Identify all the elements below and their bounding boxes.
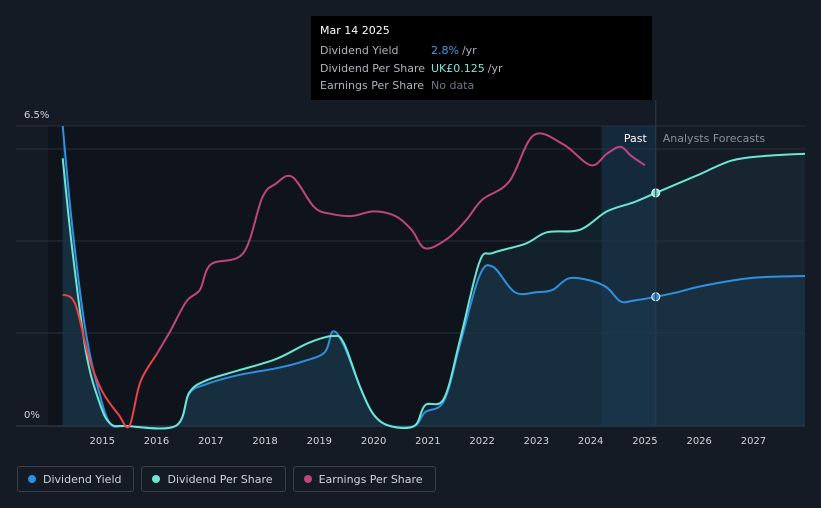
x-tick-label: 2027 [741, 436, 766, 447]
y-top-label: 6.5% [24, 110, 49, 121]
forecast-label: Analysts Forecasts [663, 132, 766, 145]
area-yield [62, 126, 805, 429]
x-tick-label: 2026 [686, 436, 711, 447]
tooltip-date: Mar 14 2025 [320, 24, 390, 37]
x-tick-label: 2018 [252, 436, 277, 447]
past-label: Past [624, 132, 648, 145]
tooltip-row-eps: Earnings Per Share No data [320, 77, 643, 95]
tooltip-row-yield: Dividend Yield 2.8% /yr [320, 42, 643, 60]
tooltip-value: UK£0.125 [431, 61, 485, 75]
tooltip: Mar 14 2025 Dividend Yield 2.8% /yr Divi… [311, 16, 652, 100]
x-tick-label: 2022 [469, 436, 494, 447]
legend-label: Earnings Per Share [318, 472, 423, 486]
legend-item-dividend-per-share[interactable]: Dividend Per Share [141, 466, 286, 492]
legend-dot-icon [303, 475, 312, 483]
y-bottom-label: 0% [24, 410, 40, 421]
x-tick-label: 2020 [361, 436, 386, 447]
tooltip-label: Dividend Per Share [320, 61, 426, 75]
x-tick-label: 2017 [198, 436, 223, 447]
tooltip-unit: /yr [487, 61, 503, 75]
x-tick-label: 2024 [578, 436, 603, 447]
legend-dot-icon [28, 475, 36, 483]
line-eps [155, 132, 646, 356]
tooltip-value: 2.8% [431, 44, 459, 58]
legend-item-earnings-per-share[interactable]: Earnings Per Share [292, 466, 436, 492]
tooltip-row-dps: Dividend Per Share UK£0.125 /yr [320, 60, 643, 78]
legend-item-dividend-yield[interactable]: Dividend Yield [17, 466, 135, 492]
legend-label: Dividend Yield [43, 472, 122, 486]
legend-label: Dividend Per Share [167, 472, 273, 486]
x-tick-label: 2016 [144, 436, 169, 447]
tooltip-unit: /yr [461, 44, 477, 58]
legend: Dividend Yield Dividend Per Share Earnin… [17, 466, 436, 492]
tooltip-label: Earnings Per Share [320, 79, 425, 93]
legend-dot-icon [152, 475, 161, 483]
area-dps [62, 153, 805, 429]
x-tick-label: 2023 [524, 436, 549, 447]
chart: 2015 2016 2017 2018 2019 2020 2021 2022 2023 2024… [16, 100, 806, 447]
tooltip-value: No data [431, 79, 475, 93]
x-tick-label: 2019 [307, 436, 332, 447]
line-eps-early [62, 293, 158, 429]
line-dps [61, 152, 806, 430]
x-tick-label: 2015 [90, 436, 115, 447]
x-tick-label: 2025 [632, 436, 657, 447]
tooltip-label: Dividend Yield [320, 44, 399, 58]
x-tick-label: 2021 [415, 436, 440, 447]
